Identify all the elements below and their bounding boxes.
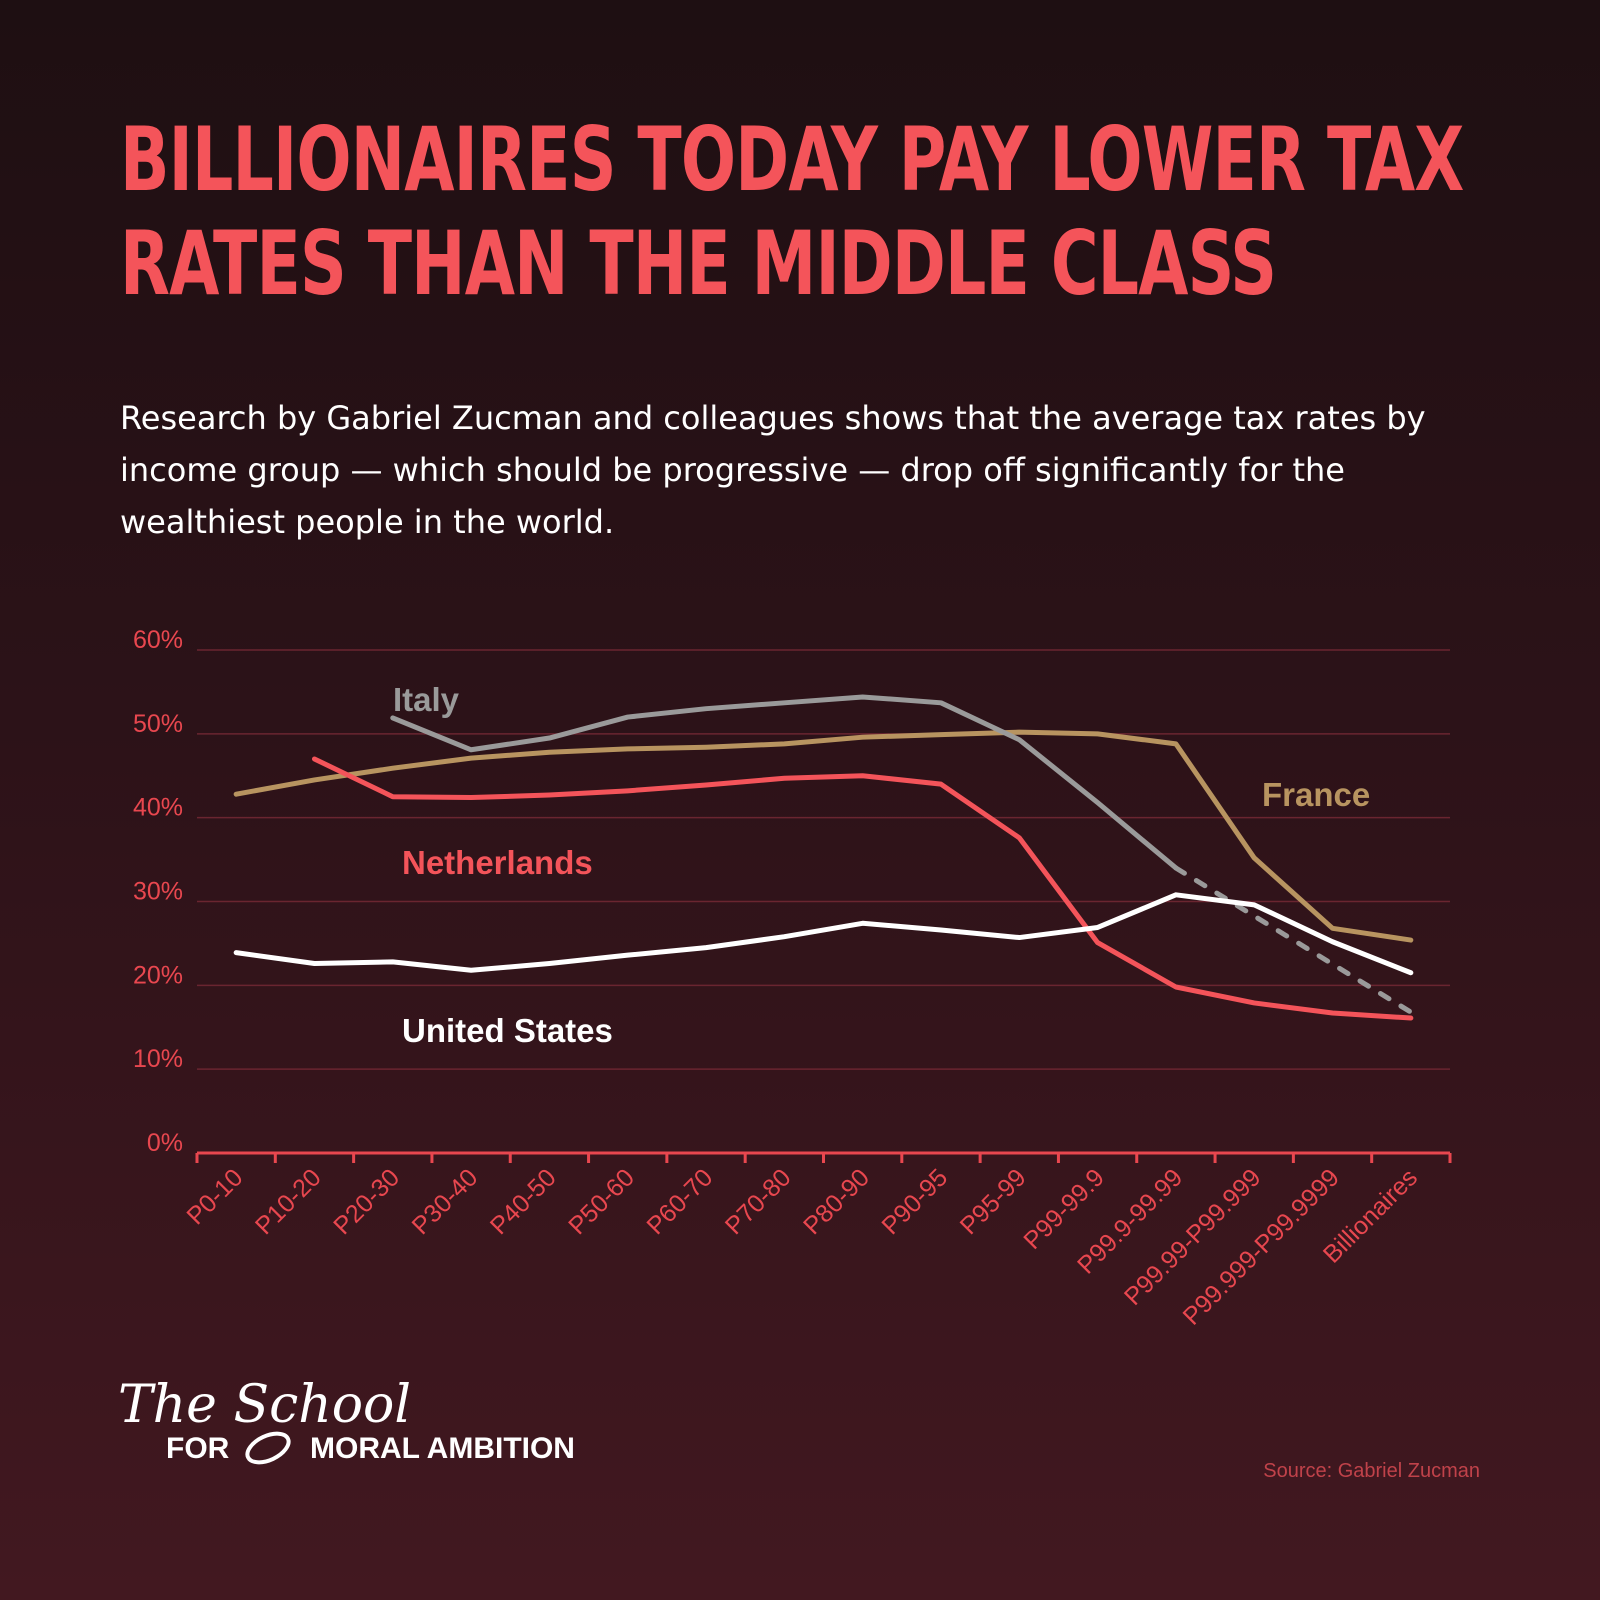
logo-script: The School — [118, 1375, 411, 1435]
series-line-italy — [390, 694, 1179, 871]
y-tick-label: 60% — [133, 626, 183, 654]
chart-subtitle: Research by Gabriel Zucman and colleague… — [120, 399, 1426, 541]
logo-moral-ambition: MORAL AMBITION — [310, 1432, 575, 1465]
x-tick-label: P60-70 — [641, 1163, 718, 1240]
x-tick-label: P90-95 — [876, 1163, 953, 1240]
x-tick-label: P99.99-P99.999 — [1119, 1163, 1267, 1311]
x-tick-label: P70-80 — [720, 1163, 797, 1240]
x-tick-label: P95-99 — [955, 1163, 1032, 1240]
title-line-2: RATES THAN THE MIDDLE CLASS — [120, 212, 1277, 315]
x-tick-label: P0-10 — [181, 1163, 248, 1230]
x-tick-label: P20-30 — [328, 1163, 405, 1240]
y-tick-label: 0% — [147, 1129, 183, 1157]
series-line-france — [233, 729, 1414, 943]
logo-for: FOR — [166, 1432, 230, 1465]
y-tick-label: 30% — [133, 878, 183, 906]
series-label-united-states: United States — [402, 1012, 613, 1049]
series-label-italy: Italy — [393, 681, 460, 718]
series-label-netherlands: Netherlands — [402, 844, 593, 881]
series-dashed-line-italy — [1173, 865, 1414, 1015]
y-tick-label: 40% — [133, 794, 183, 822]
y-tick-label: 50% — [133, 710, 183, 738]
y-tick-label: 20% — [133, 961, 183, 989]
series-line-united-states — [233, 892, 1414, 976]
y-tick-label: 10% — [133, 1045, 183, 1073]
x-tick-label: P40-50 — [485, 1163, 562, 1240]
series-label-france: France — [1262, 776, 1370, 813]
x-tick-label: P80-90 — [798, 1163, 875, 1240]
series-line-netherlands — [311, 756, 1414, 1021]
x-tick-label: P10-20 — [250, 1163, 327, 1240]
title-line-1: BILLIONAIRES TODAY PAY LOWER TAX — [120, 108, 1464, 211]
chart-title: BILLIONAIRES TODAY PAY LOWER TAX RATES TH… — [120, 108, 1464, 316]
school-logo: The School FOR MORAL AMBITION — [118, 1372, 608, 1486]
x-tick-label: P50-60 — [563, 1163, 640, 1240]
logo-graphic: The School FOR MORAL AMBITION — [118, 1375, 575, 1465]
x-tick-label: P30-40 — [407, 1163, 484, 1240]
source-note: Source: Gabriel Zucman — [1263, 1460, 1480, 1482]
